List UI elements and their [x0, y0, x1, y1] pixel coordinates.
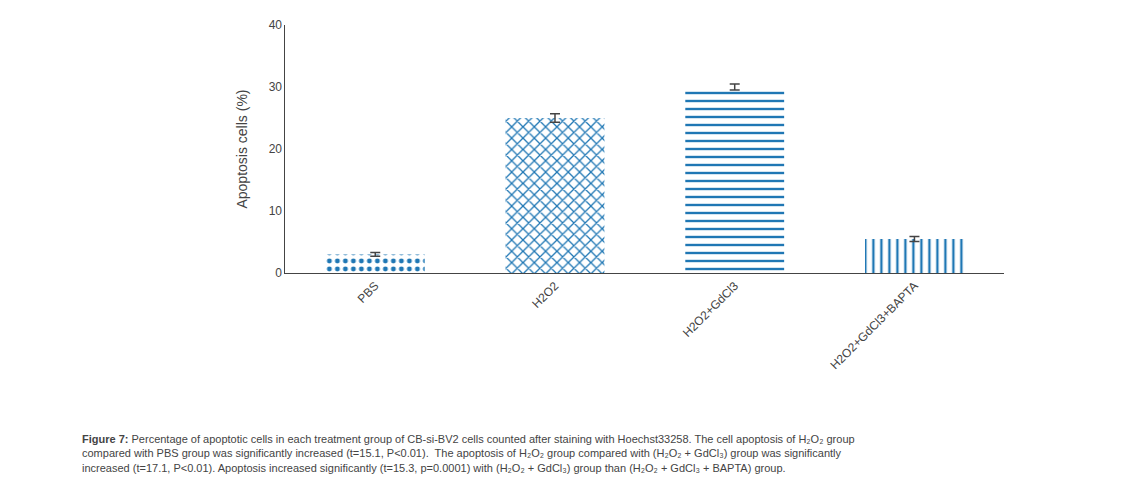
svg-text:40: 40	[269, 18, 283, 32]
svg-text:H2O2: H2O2	[529, 279, 561, 311]
svg-text:20: 20	[269, 142, 283, 156]
svg-text:PBS: PBS	[355, 279, 382, 306]
svg-text:Apoptosis cells (%): Apoptosis cells (%)	[234, 90, 250, 209]
svg-text:0: 0	[275, 266, 282, 280]
svg-text:H2O2+GdCl3: H2O2+GdCl3	[680, 279, 741, 340]
svg-text:H2O2+GdCl3+BAPTA: H2O2+GdCl3+BAPTA	[828, 279, 921, 372]
svg-text:Figure 7: Percentage of apopto: Figure 7: Percentage of apoptotic cells …	[82, 433, 855, 474]
svg-text:30: 30	[269, 80, 283, 94]
svg-text:10: 10	[269, 204, 283, 218]
